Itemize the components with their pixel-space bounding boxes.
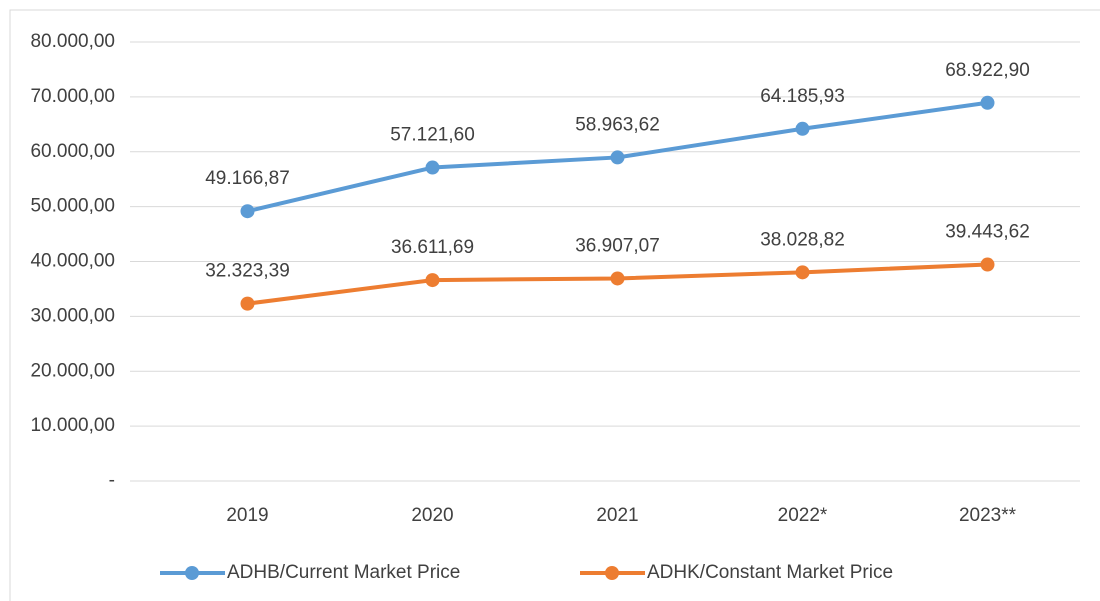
point [610,271,625,286]
y-tick-label: 40.000,00 [30,251,115,272]
chart-border [9,9,1100,601]
data-label: 39.443,62 [945,222,1030,243]
y-tick-label: 60.000,00 [30,141,115,162]
point [240,296,255,311]
y-tick-label: 50.000,00 [30,196,115,217]
point [980,95,995,110]
x-tick-label: 2021 [596,505,638,526]
y-tick-label: 70.000,00 [30,86,115,107]
data-label: 57.121,60 [390,125,475,146]
point [240,204,255,219]
data-label: 49.166,87 [205,168,290,189]
legend-marker [605,566,619,580]
point [425,160,440,175]
data-label: 32.323,39 [205,261,290,282]
data-label: 58.963,62 [575,114,660,135]
y-tick-label: 30.000,00 [30,305,115,326]
y-tick-label: - [109,470,115,491]
data-label: 36.907,07 [575,235,660,256]
legend-label: ADHK/Constant Market Price [647,562,893,583]
point [425,273,440,288]
y-tick-label: 20.000,00 [30,360,115,381]
point [795,121,810,136]
x-tick-label: 2019 [226,505,268,526]
legend-marker [185,566,199,580]
point [980,257,995,272]
x-tick-label: 2020 [411,505,453,526]
x-tick-label: 2022* [778,505,828,526]
data-label: 68.922,90 [945,60,1030,81]
legend-label: ADHB/Current Market Price [227,562,460,583]
point [610,150,625,165]
data-label: 64.185,93 [760,86,845,107]
data-label: 38.028,82 [760,229,845,250]
x-tick-label: 2023** [959,505,1017,526]
data-label: 36.611,69 [391,237,474,258]
y-tick-label: 10.000,00 [30,415,115,436]
point [795,265,810,280]
y-tick-label: 80.000,00 [30,31,115,52]
